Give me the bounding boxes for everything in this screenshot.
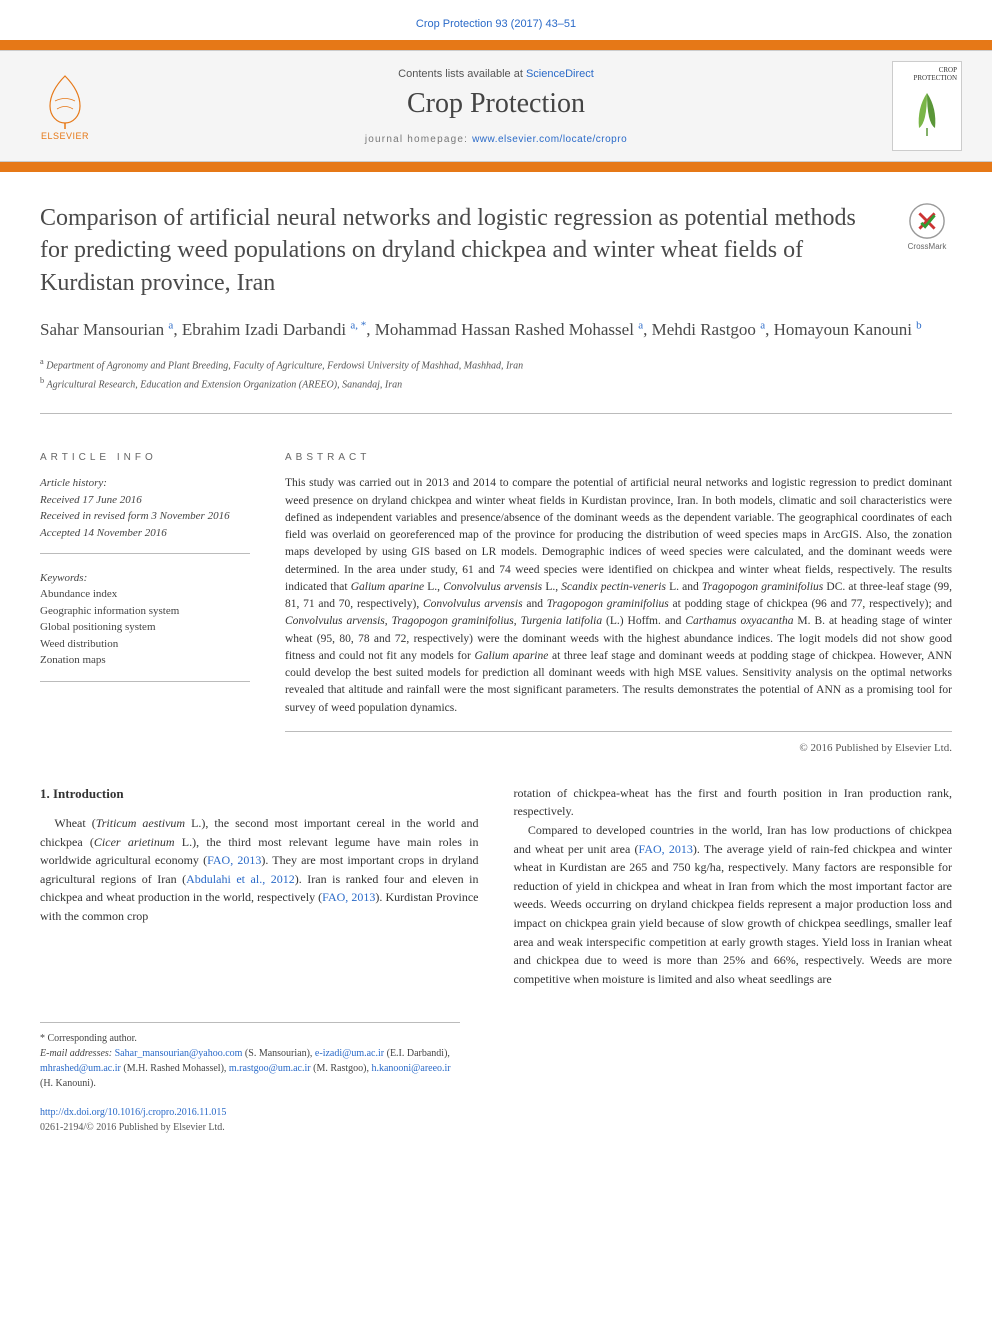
keyword: Global positioning system [40,619,250,636]
body-col-right: rotation of chickpea-wheat has the first… [514,784,953,993]
crossmark-icon [908,202,946,240]
history-accepted: Accepted 14 November 2016 [40,525,250,542]
abstract-text: This study was carried out in 2013 and 2… [285,475,952,732]
bottom-orange-bar [0,162,992,172]
keyword: Geographic information system [40,603,250,620]
homepage-link[interactable]: www.elsevier.com/locate/cropro [472,134,627,145]
footer: http://dx.doi.org/10.1016/j.cropro.2016.… [0,1091,992,1165]
keyword: Abundance index [40,586,250,603]
elsevier-logo-text: ELSEVIER [41,131,89,141]
keyword: Zonation maps [40,652,250,669]
article-main: Comparison of artificial neural networks… [0,172,992,434]
affiliations: a Department of Agronomy and Plant Breed… [40,355,952,394]
article-history: Article history: Received 17 June 2016 R… [40,475,250,554]
keywords-label: Keywords: [40,572,250,584]
abstract-column: ABSTRACT This study was carried out in 2… [285,434,952,754]
doi-link[interactable]: http://dx.doi.org/10.1016/j.cropro.2016.… [40,1107,226,1118]
intro-para-1: Wheat (Triticum aestivum L.), the second… [40,814,479,926]
email-label: E-mail addresses: [40,1048,112,1059]
journal-header: ELSEVIER Contents lists available at Sci… [0,50,992,162]
contents-line: Contents lists available at ScienceDirec… [120,68,872,80]
email-list: E-mail addresses: Sahar_mansourian@yahoo… [40,1046,460,1091]
abstract-copyright: © 2016 Published by Elsevier Ltd. [285,742,952,754]
top-orange-bar [0,40,992,50]
authors: Sahar Mansourian a, Ebrahim Izadi Darban… [40,317,952,343]
body-columns: 1. Introduction Wheat (Triticum aestivum… [0,754,992,1003]
article-info: ARTICLE INFO Article history: Received 1… [40,434,250,754]
intro-heading: 1. Introduction [40,784,479,804]
contents-prefix: Contents lists available at [398,68,526,80]
cover-thumb-title: CROP PROTECTION [897,66,957,82]
elsevier-tree-icon [35,71,95,131]
homepage-line: journal homepage: www.elsevier.com/locat… [120,134,872,145]
affiliation-b: b Agricultural Research, Education and E… [40,374,952,393]
keyword: Weed distribution [40,636,250,653]
journal-name: Crop Protection [120,88,872,120]
intro-para-2: rotation of chickpea-wheat has the first… [514,784,953,989]
crossmark-badge[interactable]: CrossMark [902,202,952,251]
issn-line: 0261-2194/© 2016 Published by Elsevier L… [40,1122,225,1133]
article-info-label: ARTICLE INFO [40,452,250,463]
info-abstract-row: ARTICLE INFO Article history: Received 1… [0,434,992,754]
homepage-prefix: journal homepage: [365,134,472,145]
journal-cover-thumb: CROP PROTECTION [892,61,962,151]
history-revised: Received in revised form 3 November 2016 [40,508,250,525]
sciencedirect-link[interactable]: ScienceDirect [526,68,594,80]
header-center: Contents lists available at ScienceDirec… [120,68,872,145]
abstract-label: ABSTRACT [285,452,952,463]
article-title: Comparison of artificial neural networks… [40,202,882,299]
elsevier-logo: ELSEVIER [30,66,100,146]
crossmark-label: CrossMark [902,242,952,251]
corresponding-author: * Corresponding author. [40,1031,460,1046]
footnotes: * Corresponding author. E-mail addresses… [40,1022,460,1091]
keywords-list: Abundance index Geographic information s… [40,586,250,682]
history-label: Article history: [40,475,250,492]
divider [40,413,952,414]
affiliation-a: a Department of Agronomy and Plant Breed… [40,355,952,374]
leaf-icon [907,88,947,138]
title-row: Comparison of artificial neural networks… [40,202,952,299]
body-col-left: 1. Introduction Wheat (Triticum aestivum… [40,784,479,993]
page-citation: Crop Protection 93 (2017) 43–51 [0,0,992,40]
history-received: Received 17 June 2016 [40,492,250,509]
